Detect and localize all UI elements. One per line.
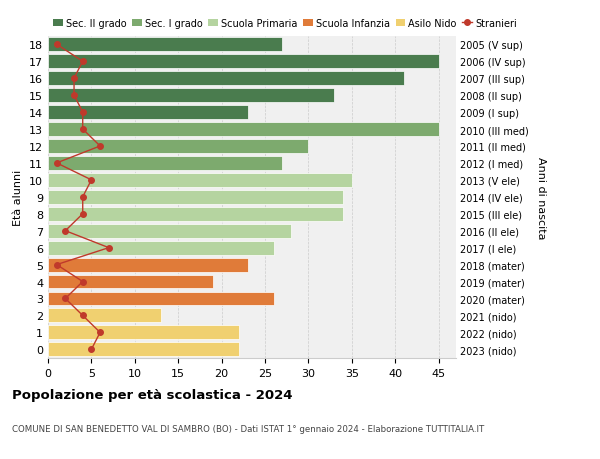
Bar: [48, 275, 213, 289]
Bar: [48, 292, 274, 306]
Bar: [48, 38, 283, 52]
Bar: [48, 190, 343, 204]
Text: COMUNE DI SAN BENEDETTO VAL DI SAMBRO (BO) - Dati ISTAT 1° gennaio 2024 - Elabor: COMUNE DI SAN BENEDETTO VAL DI SAMBRO (B…: [12, 425, 484, 434]
Bar: [48, 224, 291, 238]
Bar: [48, 140, 308, 154]
Bar: [48, 174, 352, 187]
Bar: [48, 207, 343, 221]
Text: Popolazione per età scolastica - 2024: Popolazione per età scolastica - 2024: [12, 388, 293, 401]
Bar: [48, 157, 283, 170]
Bar: [48, 123, 439, 137]
Bar: [48, 55, 439, 69]
Bar: [48, 106, 248, 120]
Bar: [48, 241, 274, 255]
Bar: [48, 89, 334, 103]
Bar: [48, 258, 248, 272]
Bar: [48, 72, 404, 86]
Legend: Sec. II grado, Sec. I grado, Scuola Primaria, Scuola Infanzia, Asilo Nido, Stran: Sec. II grado, Sec. I grado, Scuola Prim…: [53, 19, 517, 28]
Bar: [48, 342, 239, 357]
Y-axis label: Anni di nascita: Anni di nascita: [536, 156, 545, 239]
Bar: [48, 309, 161, 323]
Y-axis label: Età alunni: Età alunni: [13, 169, 23, 225]
Bar: [48, 326, 239, 340]
